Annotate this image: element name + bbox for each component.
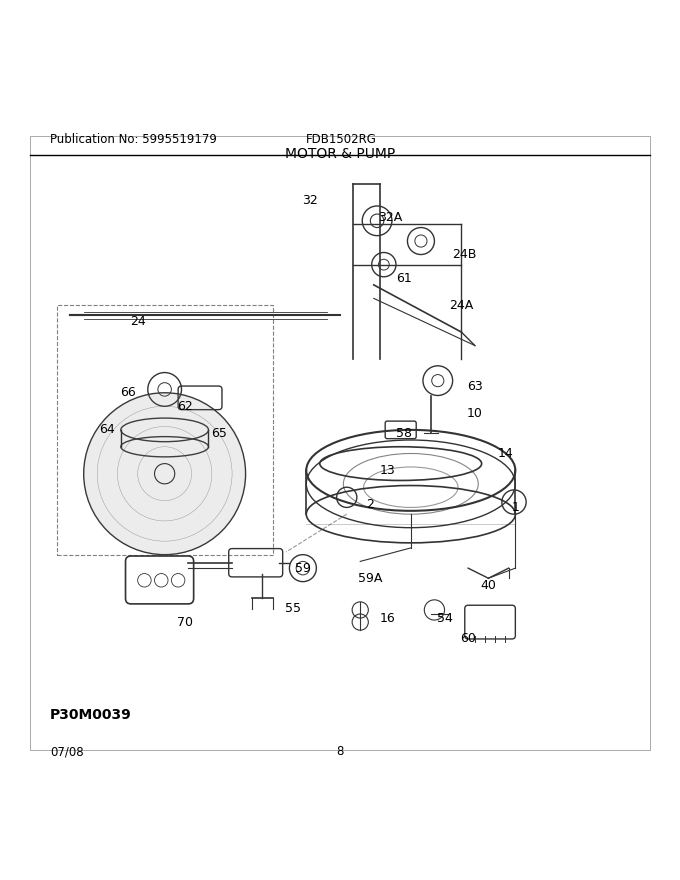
Text: 32: 32: [302, 194, 318, 207]
Text: 63: 63: [467, 379, 483, 392]
Text: 8: 8: [337, 745, 343, 759]
Text: 59: 59: [295, 561, 311, 575]
Text: 55: 55: [285, 602, 301, 615]
Text: P30M0039: P30M0039: [50, 708, 132, 722]
Text: MOTOR & PUMP: MOTOR & PUMP: [285, 147, 395, 161]
Text: FDB1502RG: FDB1502RG: [306, 133, 377, 146]
Text: 32A: 32A: [379, 211, 403, 224]
Text: 24B: 24B: [453, 248, 477, 261]
Text: 66: 66: [120, 386, 135, 400]
Text: 64: 64: [99, 423, 115, 436]
Text: Publication No: 5995519179: Publication No: 5995519179: [50, 133, 217, 146]
Text: 61: 61: [396, 272, 412, 284]
Circle shape: [84, 392, 245, 554]
Text: 70: 70: [177, 616, 193, 628]
Text: 14: 14: [497, 447, 513, 460]
Text: 07/08: 07/08: [50, 745, 84, 759]
Text: 1: 1: [511, 501, 520, 514]
Text: 24A: 24A: [449, 298, 473, 312]
Text: 54: 54: [437, 612, 452, 625]
Bar: [56, 305, 273, 554]
Text: 58: 58: [396, 427, 412, 440]
Text: 40: 40: [481, 578, 496, 591]
Text: 13: 13: [379, 464, 395, 477]
Text: 59A: 59A: [358, 572, 383, 585]
Text: 65: 65: [211, 427, 226, 440]
Text: 24: 24: [130, 315, 146, 328]
Text: 2: 2: [367, 497, 374, 510]
Text: 62: 62: [177, 400, 192, 413]
Text: 16: 16: [379, 612, 395, 625]
Text: 10: 10: [467, 407, 483, 420]
Text: 60: 60: [460, 633, 476, 645]
